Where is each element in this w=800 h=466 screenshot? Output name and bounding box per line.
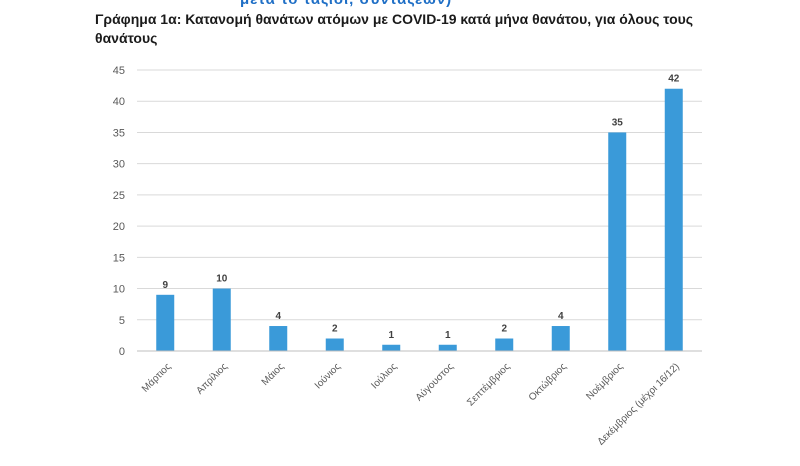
bars [156, 88, 683, 351]
y-tick-label: 30 [113, 159, 125, 171]
y-axis-ticks: 0 5 10 15 20 25 30 35 40 45 [113, 65, 125, 358]
data-label: 9 [162, 280, 168, 291]
gridlines [137, 69, 702, 321]
data-label: 4 [275, 311, 281, 322]
data-label: 2 [332, 324, 338, 335]
chart-title: Γράφημα 1α: Κατανομή θανάτων ατόμων με C… [95, 11, 694, 46]
category-label: Σεπτέμβριος [464, 361, 512, 409]
data-label: 2 [501, 324, 507, 335]
bar [212, 288, 231, 351]
bar [325, 338, 344, 351]
bar [269, 326, 288, 351]
data-label: 4 [558, 311, 564, 322]
y-tick-label: 5 [119, 315, 125, 327]
bar [664, 88, 683, 351]
category-label: Ιούλιος [369, 361, 400, 392]
bar [608, 132, 627, 351]
data-label: 1 [445, 330, 451, 341]
category-label: Απρίλιος [194, 361, 230, 397]
category-label: Μάιος [259, 361, 287, 389]
y-tick-label: 10 [113, 284, 125, 296]
y-tick-label: 35 [113, 127, 125, 139]
data-label: 10 [216, 274, 228, 285]
clipped-heading-text: μετά το ταξίδι, συντάξεων) [240, 0, 452, 8]
data-label: 35 [612, 117, 624, 128]
y-tick-label: 25 [113, 190, 125, 202]
category-label: Οκτώβριος [526, 361, 569, 404]
y-tick-label: 0 [119, 346, 125, 358]
category-label: Ιούνιος [312, 361, 343, 392]
data-label: 42 [668, 74, 680, 85]
y-tick-label: 45 [113, 65, 125, 77]
y-tick-label: 40 [113, 96, 125, 108]
x-axis-categories: Μάρτιος Απρίλιος Μάιος Ιούνιος Ιούλιος Αύγουσ… [139, 361, 682, 448]
y-tick-label: 20 [113, 221, 125, 233]
category-label: Μάρτιος [139, 361, 173, 395]
category-label: Νοέμβριος [584, 361, 626, 403]
bar [156, 294, 175, 351]
bar [438, 344, 457, 351]
category-label: Αύγουστος [413, 361, 456, 404]
bar [495, 338, 514, 351]
top-clipped-heading: μετά το ταξίδι, συντάξεων) [0, 0, 800, 8]
bar [551, 326, 570, 351]
bar [382, 344, 401, 351]
data-label: 1 [388, 330, 394, 341]
y-tick-label: 15 [113, 252, 125, 264]
